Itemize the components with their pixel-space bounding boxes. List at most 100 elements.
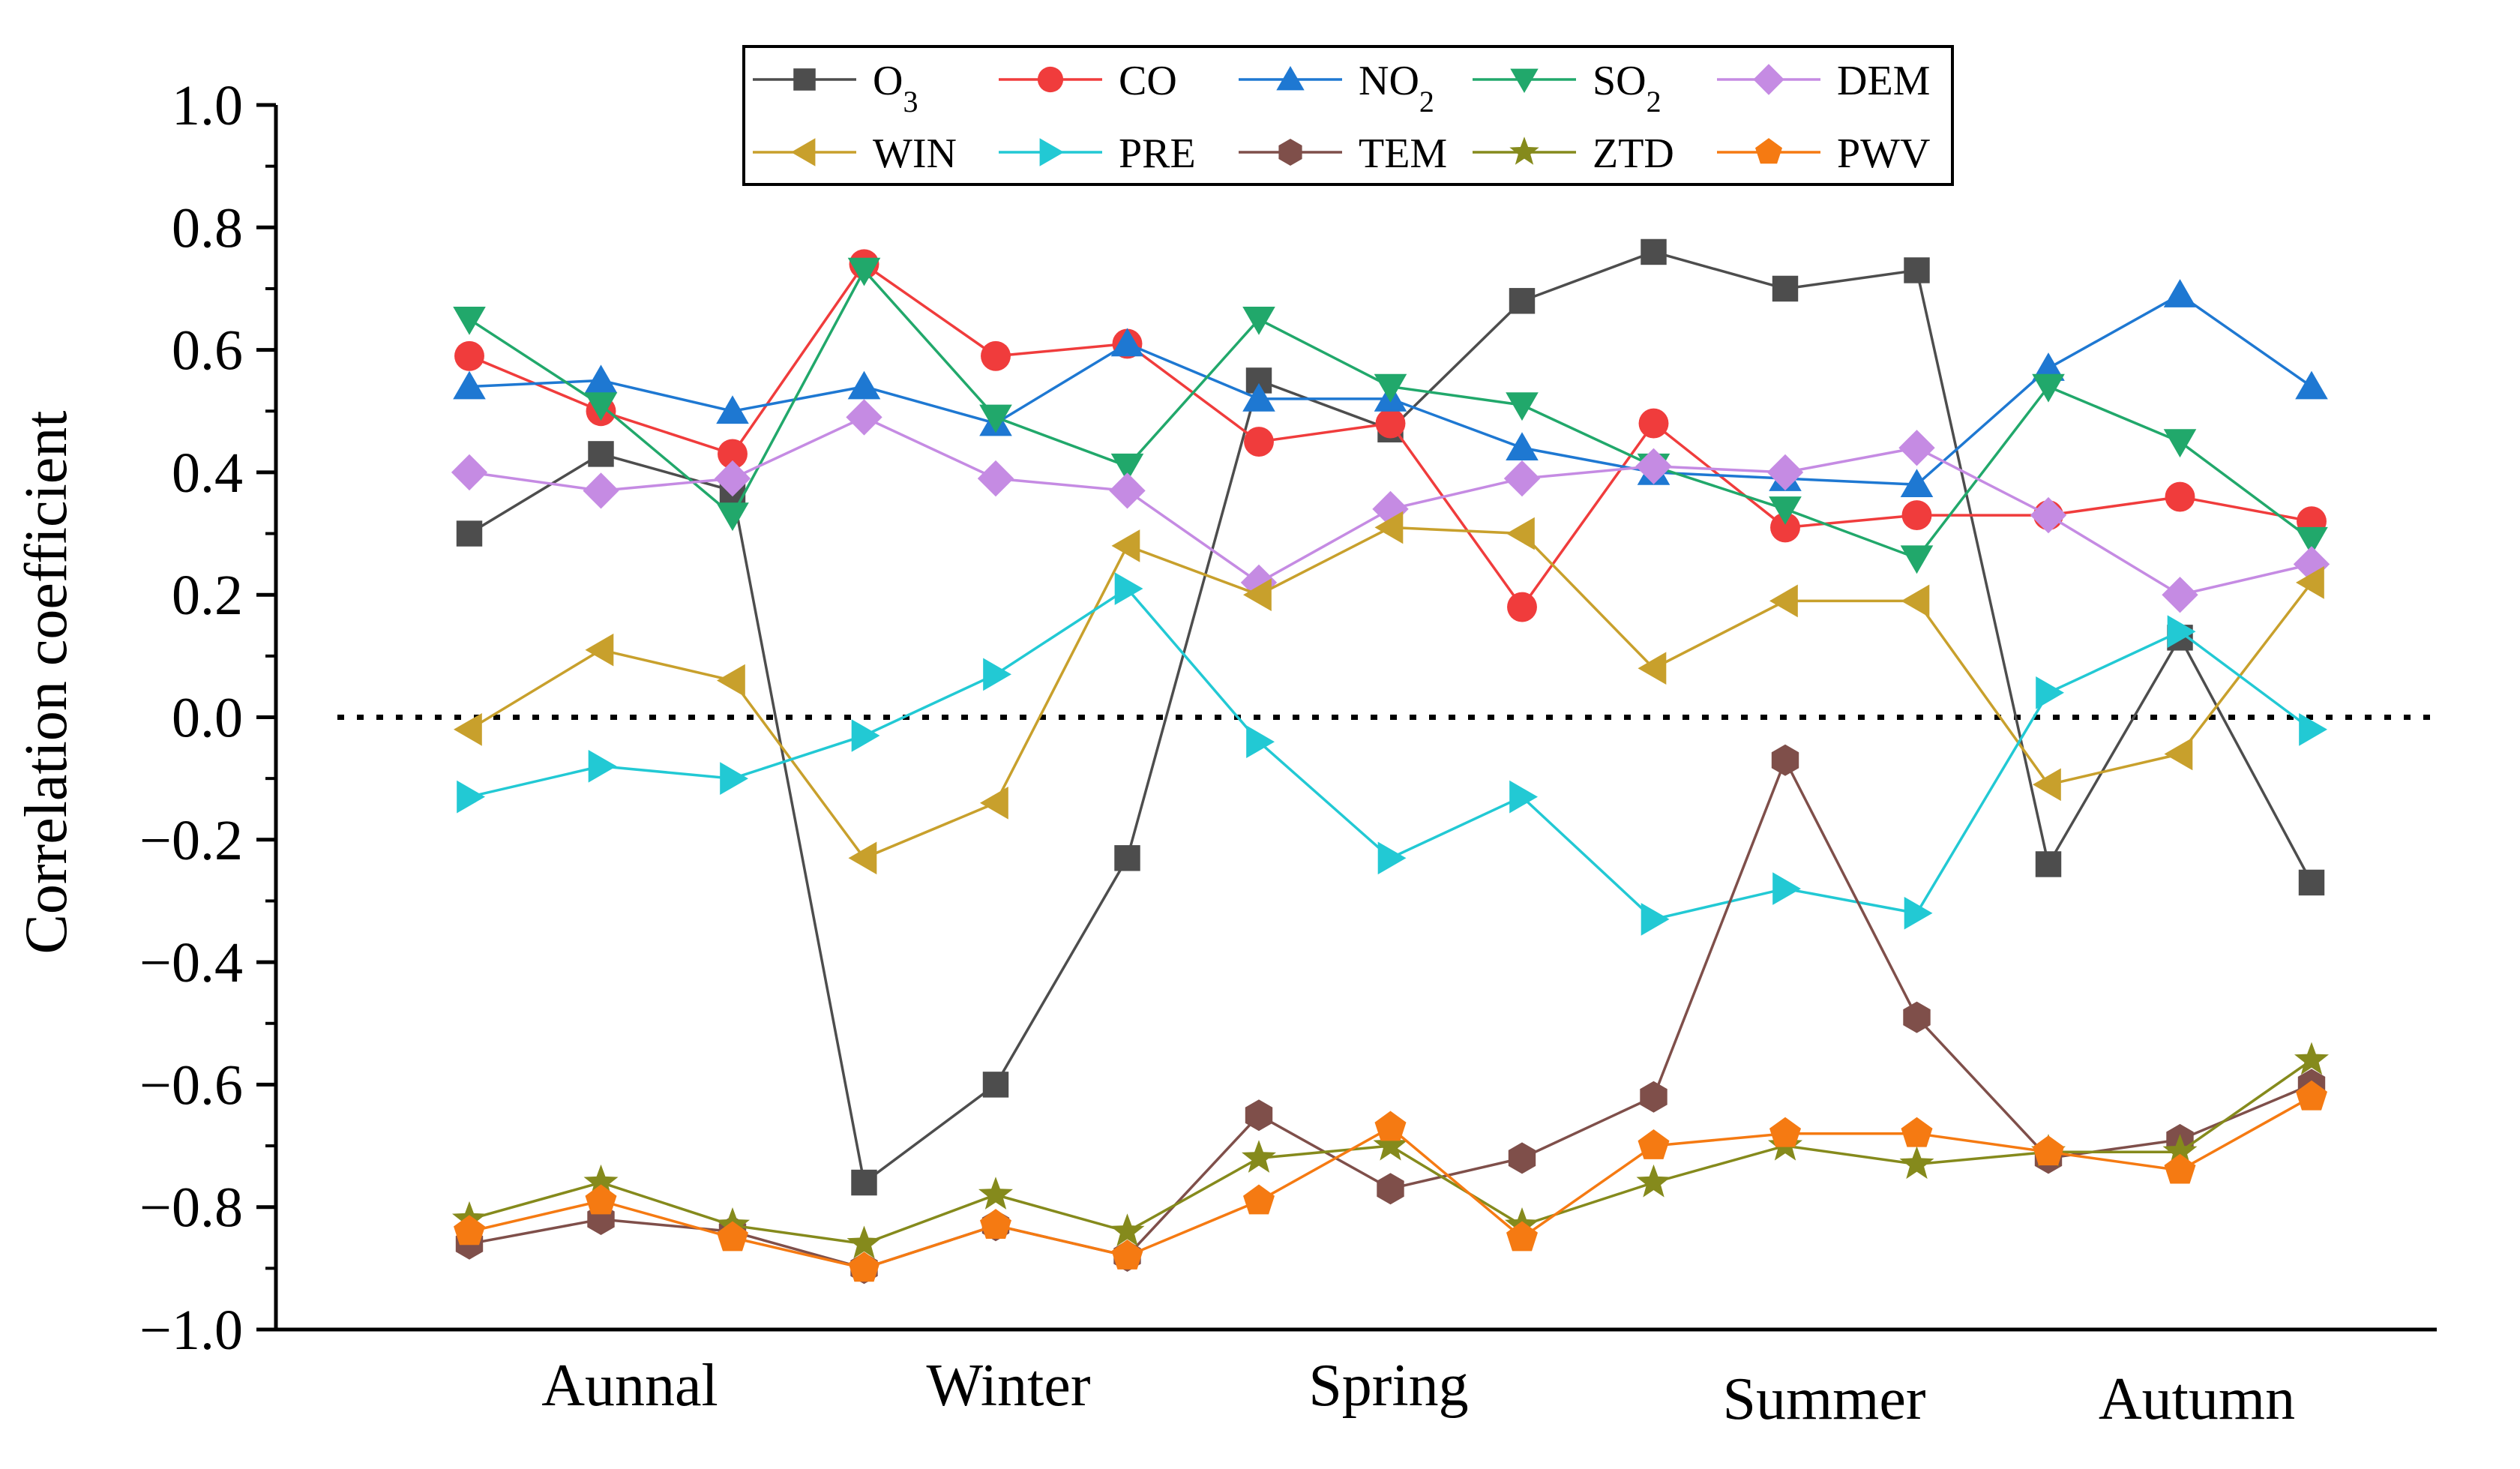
data-point-pwv <box>980 1209 1011 1239</box>
data-point-pwv <box>454 1215 485 1246</box>
data-point-pre <box>983 658 1011 691</box>
data-point-pwv <box>1769 1117 1801 1147</box>
data-point-pre <box>1377 841 1407 875</box>
y-axis-title: Correlation coefficient <box>13 411 79 955</box>
data-point-pwv <box>1111 1240 1143 1270</box>
data-point-dem <box>714 460 751 497</box>
series-pre <box>457 572 2327 936</box>
legend-marker-tem <box>1278 139 1302 166</box>
y-tick-label: −1.0 <box>139 1299 243 1362</box>
data-point-so2 <box>2032 373 2065 403</box>
data-point-pwv <box>1374 1111 1407 1141</box>
data-point-pre <box>2299 713 2327 746</box>
data-point-dem <box>977 460 1014 497</box>
data-point-no2 <box>716 395 749 424</box>
data-point-o3 <box>456 520 483 547</box>
legend-marker-o3 <box>793 68 816 91</box>
legend-marker-no2 <box>1276 66 1305 91</box>
data-point-no2 <box>2163 279 2197 307</box>
data-point-so2 <box>1110 453 1144 482</box>
data-point-pre <box>720 762 748 795</box>
data-point-no2 <box>1110 328 1144 357</box>
data-point-win <box>980 787 1008 820</box>
data-point-no2 <box>1900 469 1934 497</box>
data-point-co <box>981 340 1011 371</box>
data-point-tem <box>1640 1081 1668 1113</box>
data-point-win <box>1901 584 1930 618</box>
legend-label-ztd: ZTD <box>1593 130 1674 177</box>
data-point-win <box>2296 566 2324 599</box>
series-so2 <box>453 257 2328 574</box>
data-point-win <box>1638 652 1667 685</box>
data-point-win <box>2033 768 2061 802</box>
data-point-tem <box>1771 744 1799 776</box>
y-tick-label: −0.2 <box>139 809 243 872</box>
legend-label-subscript: 2 <box>1647 85 1662 118</box>
data-point-win <box>1111 529 1140 562</box>
legend-marker-pwv <box>1755 138 1782 164</box>
series-pwv <box>454 1080 2327 1282</box>
data-point-pre <box>1246 725 1275 758</box>
data-point-co <box>718 439 748 469</box>
data-point-so2 <box>716 502 749 532</box>
data-point-dem <box>1898 430 1935 466</box>
data-point-win <box>585 633 614 667</box>
data-point-o3 <box>1772 275 1799 302</box>
data-point-co <box>1901 500 1932 531</box>
legend-label-subscript: 3 <box>903 85 918 118</box>
x-category-label: Aunnal <box>541 1353 718 1419</box>
data-point-dem <box>451 454 488 491</box>
y-tick-label: 0.6 <box>172 319 243 382</box>
data-point-so2 <box>584 392 618 421</box>
data-point-dem <box>1109 472 1146 509</box>
data-point-so2 <box>847 257 881 286</box>
legend-marker-co <box>1037 66 1064 93</box>
data-point-win <box>454 713 482 746</box>
y-tick-label: 0.4 <box>172 442 243 505</box>
data-point-pre <box>1904 897 1933 930</box>
data-point-o3 <box>1114 845 1140 871</box>
legend-label-pwv: PWV <box>1837 130 1930 177</box>
data-point-pwv <box>848 1252 880 1282</box>
y-tick-label: 1.0 <box>172 74 243 137</box>
data-point-so2 <box>1506 392 1539 421</box>
data-point-no2 <box>1242 382 1275 412</box>
data-point-tem <box>1245 1099 1273 1132</box>
data-point-so2 <box>1769 496 1802 525</box>
data-point-no2 <box>2032 352 2065 381</box>
data-point-ztd <box>1242 1140 1276 1173</box>
data-point-o3 <box>1904 257 1930 283</box>
data-point-ztd <box>1899 1146 1934 1180</box>
legend-marker-ztd <box>1509 136 1539 165</box>
data-point-dem <box>1766 454 1804 491</box>
data-point-co <box>2165 481 2195 512</box>
data-point-ztd <box>1373 1127 1408 1161</box>
data-point-pwv <box>585 1184 617 1215</box>
y-tick-label: −0.8 <box>139 1177 243 1240</box>
data-point-ztd <box>978 1177 1013 1210</box>
data-point-ztd <box>2162 1134 2198 1167</box>
data-point-dem <box>583 472 619 509</box>
data-point-pwv <box>2296 1080 2327 1111</box>
data-point-so2 <box>2163 429 2197 458</box>
data-point-win <box>848 841 877 875</box>
data-point-no2 <box>2295 370 2328 400</box>
legend-box <box>742 45 1954 186</box>
data-point-pwv <box>1901 1117 1933 1147</box>
data-point-pwv <box>1243 1184 1275 1215</box>
legend-label-co: CO <box>1119 58 1177 104</box>
data-point-o3 <box>982 1072 1009 1098</box>
data-point-o3 <box>2035 851 2062 877</box>
x-category-label: Spring <box>1308 1353 1468 1419</box>
data-point-ztd <box>846 1225 882 1259</box>
legend-label-tem: TEM <box>1359 130 1447 177</box>
data-point-pre <box>457 780 485 814</box>
y-tick-label: 0.8 <box>172 196 243 259</box>
data-point-no2 <box>584 364 618 394</box>
data-point-tem <box>1508 1142 1536 1174</box>
data-point-ztd <box>2294 1042 2329 1075</box>
data-point-so2 <box>2295 526 2328 556</box>
data-point-win <box>1243 578 1272 611</box>
